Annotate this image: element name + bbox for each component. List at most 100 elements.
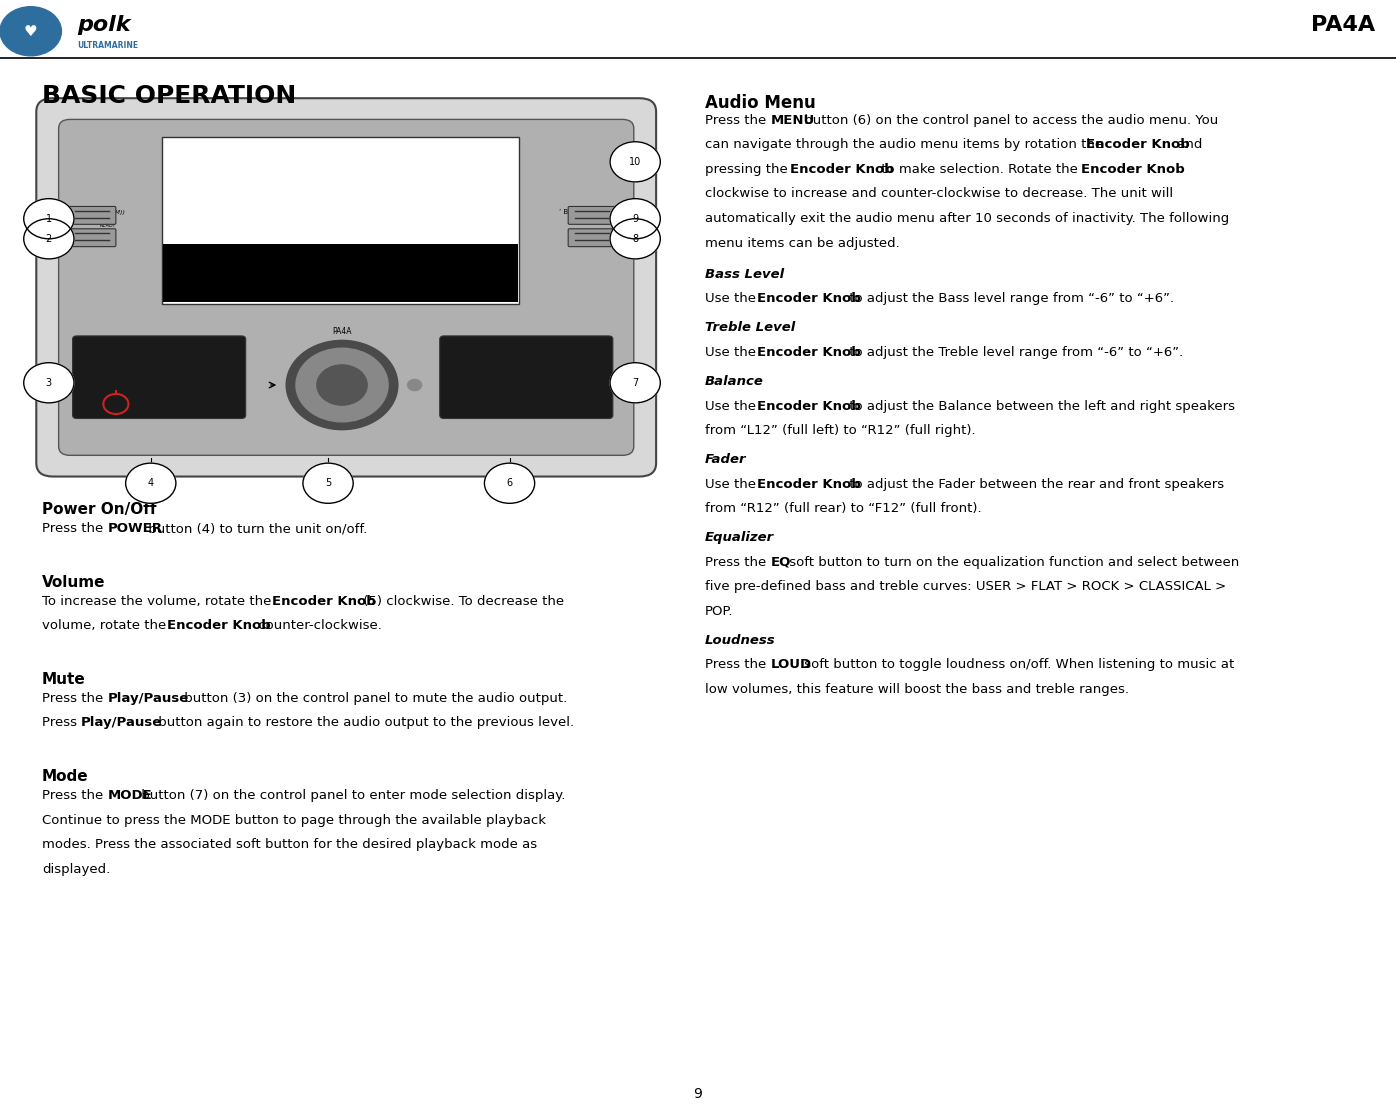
Text: Press the: Press the: [705, 556, 771, 569]
Text: ▶⎮: ▶⎮: [128, 366, 145, 382]
Text: Press the: Press the: [42, 692, 107, 705]
Text: 7: 7: [632, 378, 638, 387]
Text: and: and: [1173, 138, 1202, 152]
Text: Loudness: Loudness: [705, 634, 776, 647]
Text: Bass Level: Bass Level: [705, 268, 785, 281]
Text: Encoder Knob: Encoder Knob: [1081, 163, 1185, 176]
Text: can navigate through the audio menu items by rotation the: can navigate through the audio menu item…: [705, 138, 1107, 152]
Text: polk: polk: [77, 15, 130, 35]
Text: Play/Pause: Play/Pause: [81, 716, 162, 730]
FancyBboxPatch shape: [568, 206, 616, 224]
Text: ’ Bluetooth®: ’ Bluetooth®: [560, 209, 604, 215]
Text: from “L12” (full left) to “R12” (full right).: from “L12” (full left) to “R12” (full ri…: [705, 424, 976, 437]
Circle shape: [24, 219, 74, 259]
Circle shape: [610, 363, 660, 403]
Text: TUNE: TUNE: [173, 259, 190, 263]
Text: modes. Press the associated soft button for the desired playback mode as: modes. Press the associated soft button …: [42, 838, 537, 852]
Text: to adjust the Bass level range from “-6” to “+6”.: to adjust the Bass level range from “-6”…: [845, 292, 1174, 306]
Text: Play/Pause: Play/Pause: [107, 692, 188, 705]
Text: Volume: Volume: [42, 575, 105, 589]
Text: EQ: EQ: [771, 556, 792, 569]
Text: volume, rotate the: volume, rotate the: [42, 619, 170, 633]
Text: PTY: PTY: [497, 279, 508, 283]
Text: 3: 3: [46, 378, 52, 387]
Text: automatically exit the audio menu after 10 seconds of inactivity. The following: automatically exit the audio menu after …: [705, 212, 1230, 225]
Text: ((SiriusXM)): ((SiriusXM)): [89, 210, 126, 214]
Circle shape: [296, 348, 388, 422]
Text: Press the: Press the: [42, 522, 107, 536]
Circle shape: [0, 7, 61, 56]
Text: Use the: Use the: [705, 478, 761, 491]
Text: Encoder Knob: Encoder Knob: [166, 619, 271, 633]
Text: Power On/Off: Power On/Off: [42, 502, 156, 517]
Circle shape: [24, 199, 74, 239]
Circle shape: [610, 142, 660, 182]
Text: BAND: BAND: [173, 279, 191, 283]
Circle shape: [408, 379, 422, 391]
Text: BASIC OPERATION: BASIC OPERATION: [42, 84, 296, 108]
Text: MENU: MENU: [515, 392, 537, 401]
Text: Encoder Knob: Encoder Knob: [1086, 138, 1189, 152]
Text: Mute: Mute: [42, 672, 85, 686]
Text: Encoder Knob: Encoder Knob: [758, 346, 861, 359]
Text: Encoder Knob: Encoder Knob: [758, 478, 861, 491]
Text: clockwise to increase and counter-clockwise to decrease. The unit will: clockwise to increase and counter-clockw…: [705, 187, 1173, 201]
Circle shape: [317, 365, 367, 405]
Text: Use the: Use the: [705, 346, 761, 359]
Text: 107.3 MHz: 107.3 MHz: [292, 179, 389, 196]
Circle shape: [24, 363, 74, 403]
FancyBboxPatch shape: [162, 137, 519, 304]
FancyBboxPatch shape: [163, 244, 518, 302]
Text: five pre-defined bass and treble curves: USER > FLAT > ROCK > CLASSICAL >: five pre-defined bass and treble curves:…: [705, 580, 1226, 594]
Circle shape: [610, 199, 660, 239]
Text: menu items can be adjusted.: menu items can be adjusted.: [705, 237, 900, 250]
Circle shape: [303, 463, 353, 503]
Text: to adjust the Treble level range from “-6” to “+6”.: to adjust the Treble level range from “-…: [845, 346, 1182, 359]
FancyBboxPatch shape: [568, 229, 616, 247]
Text: displayed.: displayed.: [42, 863, 110, 876]
Text: 6: 6: [507, 479, 512, 488]
Text: POP.: POP.: [705, 605, 733, 618]
Text: Balance: Balance: [705, 375, 764, 388]
Text: to make selection. Rotate the: to make selection. Rotate the: [878, 163, 1082, 176]
Text: button (6) on the control panel to access the audio menu. You: button (6) on the control panel to acces…: [800, 114, 1217, 127]
FancyBboxPatch shape: [440, 336, 613, 418]
Text: Encoder Knob: Encoder Knob: [271, 595, 376, 608]
Text: button again to restore the audio output to the previous level.: button again to restore the audio output…: [154, 716, 574, 730]
Text: soft button to toggle loudness on/off. When listening to music at: soft button to toggle loudness on/off. W…: [800, 658, 1234, 672]
Text: counter-clockwise.: counter-clockwise.: [254, 619, 381, 633]
Text: soft button to turn on the equalization function and select between: soft button to turn on the equalization …: [785, 556, 1240, 569]
Text: polk: polk: [325, 151, 356, 164]
Circle shape: [286, 340, 398, 430]
Text: low volumes, this feature will boost the bass and treble ranges.: low volumes, this feature will boost the…: [705, 683, 1129, 696]
Text: Fader: Fader: [705, 453, 747, 466]
Text: 9: 9: [694, 1087, 702, 1100]
Text: pressing the: pressing the: [705, 163, 792, 176]
Text: ♥: ♥: [24, 23, 38, 39]
Text: PA4A: PA4A: [332, 327, 352, 336]
Text: MENU: MENU: [771, 114, 815, 127]
FancyBboxPatch shape: [59, 119, 634, 455]
Text: from “R12” (full rear) to “F12” (full front).: from “R12” (full rear) to “F12” (full fr…: [705, 502, 981, 516]
Text: Press: Press: [42, 716, 81, 730]
Text: 4: 4: [148, 479, 154, 488]
FancyBboxPatch shape: [68, 206, 116, 224]
Text: 10: 10: [630, 157, 641, 166]
Text: Use the: Use the: [705, 292, 761, 306]
Text: FM-4: FM-4: [331, 258, 350, 267]
Text: Encoder Knob: Encoder Knob: [758, 400, 861, 413]
Text: Encoder Knob: Encoder Knob: [790, 163, 893, 176]
Circle shape: [484, 463, 535, 503]
Text: MODE: MODE: [515, 366, 537, 375]
Text: Press the: Press the: [705, 658, 771, 672]
Text: ULTRAMARINE: ULTRAMARINE: [77, 41, 138, 50]
Text: 2: 2: [46, 234, 52, 243]
Text: PA4A: PA4A: [1311, 15, 1375, 35]
Text: To increase the volume, rotate the: To increase the volume, rotate the: [42, 595, 275, 608]
Text: Press the: Press the: [705, 114, 771, 127]
Text: ⚡ Ⓛⓞ ∇: ⚡ Ⓛⓞ ∇: [332, 279, 349, 286]
Text: 9: 9: [632, 214, 638, 223]
Text: Treble Level: Treble Level: [705, 321, 796, 335]
Text: PEST: PEST: [493, 259, 508, 263]
Text: (5) clockwise. To decrease the: (5) clockwise. To decrease the: [359, 595, 564, 608]
